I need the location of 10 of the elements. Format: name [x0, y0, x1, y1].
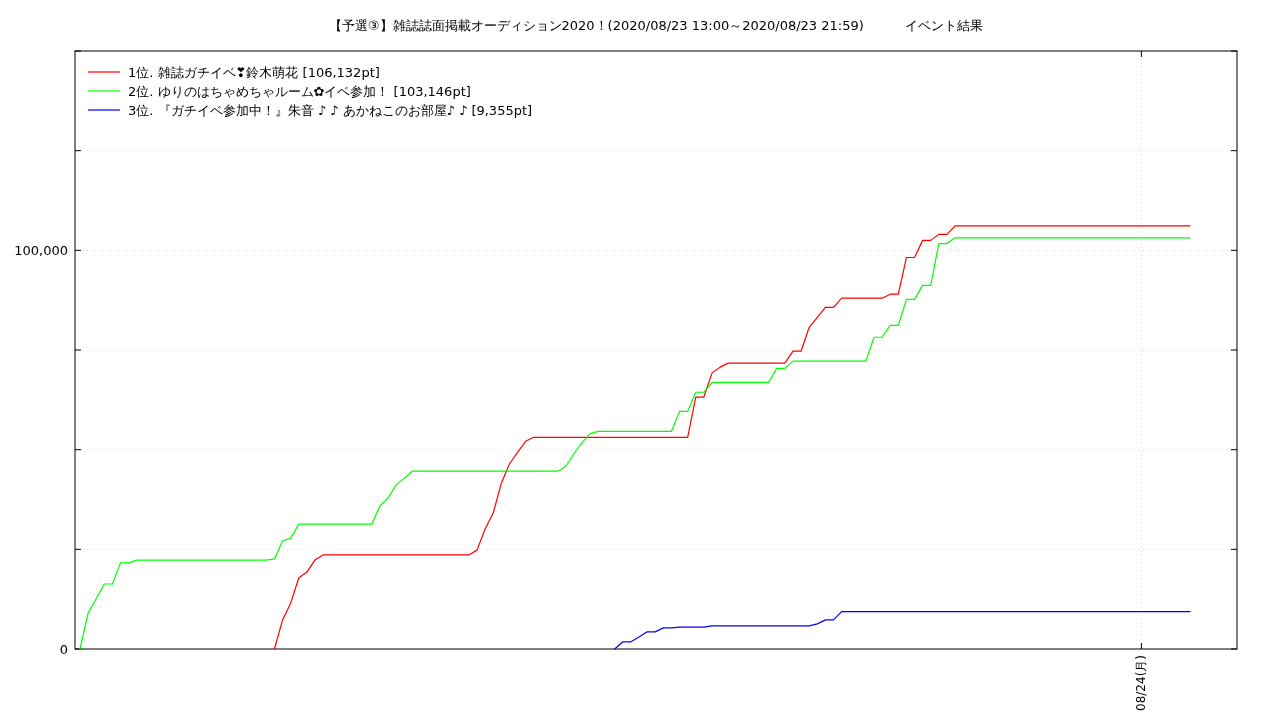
- line-series: [273, 225, 1191, 650]
- line-series: [614, 611, 1191, 650]
- y-tick-label: 100,000: [14, 243, 68, 259]
- x-tick-label: 08/24(月): [1134, 655, 1149, 711]
- line-series: [79, 237, 1191, 650]
- legend-label: 2位. ゆりのはちゃめちゃルーム✿イベ参加！ [103,146pt]: [128, 84, 471, 99]
- legend-label: 3位. 『ガチイベ参加中！』朱音 ♪ ♪ あかねこのお部屋♪ ♪ [9,355pt]: [128, 103, 533, 118]
- legend-label: 1位. 雑誌ガチイベ❣鈴木萌花 [106,132pt]: [128, 65, 380, 80]
- y-tick-label: 0: [59, 642, 68, 657]
- chart-title: 【予選③】雑誌誌面掲載オーディション2020！(2020/08/23 13:00～2020/08/23 21:59) イベント結果: [328, 18, 984, 33]
